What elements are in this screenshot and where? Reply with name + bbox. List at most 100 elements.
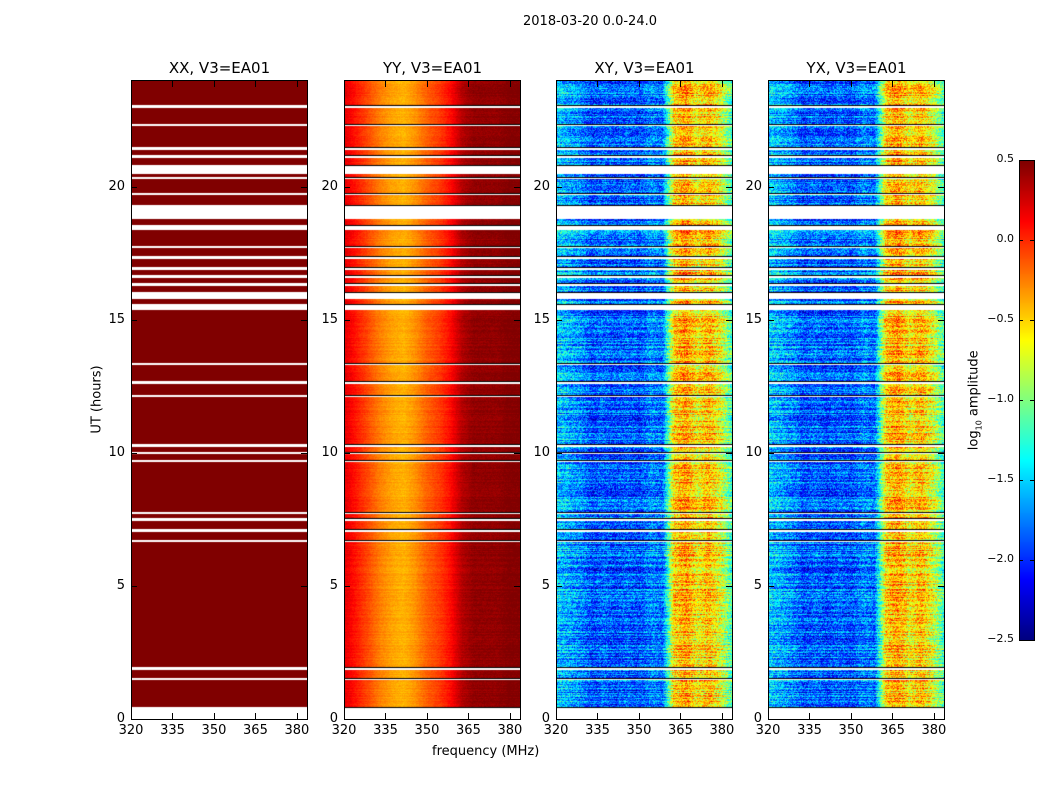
x-tick-mark bbox=[933, 713, 935, 719]
heatmap-panel-1 bbox=[344, 80, 521, 720]
colorbar-tick-label: −1.5 bbox=[987, 472, 1014, 485]
x-tick-mark bbox=[638, 81, 640, 87]
x-tick-label: 380 bbox=[284, 723, 310, 738]
y-tick-label: 5 bbox=[753, 577, 762, 593]
x-tick-mark bbox=[344, 713, 345, 719]
x-tick-mark bbox=[597, 81, 599, 87]
x-tick-label: 335 bbox=[373, 723, 398, 738]
x-tick-mark bbox=[597, 713, 599, 719]
x-tick-label: 365 bbox=[880, 723, 905, 738]
panel-title: XY, V3=EA01 bbox=[594, 59, 695, 77]
y-tick-mark bbox=[514, 319, 520, 321]
y-tick-label: 0 bbox=[116, 711, 125, 726]
y-tick-mark bbox=[768, 319, 774, 321]
y-tick-mark bbox=[938, 585, 944, 587]
heatmap-canvas bbox=[769, 81, 944, 719]
y-tick-mark bbox=[131, 719, 137, 720]
y-tick-mark bbox=[514, 186, 520, 188]
heatmap-panel-3 bbox=[768, 80, 945, 720]
x-tick-label: 335 bbox=[797, 723, 822, 738]
x-tick-mark bbox=[131, 713, 132, 719]
x-tick-mark bbox=[213, 713, 215, 719]
y-tick-mark bbox=[768, 452, 774, 454]
y-tick-label: 5 bbox=[541, 577, 550, 593]
x-tick-label: 320 bbox=[543, 723, 569, 738]
colorbar-label-sub: 10 bbox=[974, 420, 984, 431]
y-tick-label: 15 bbox=[745, 311, 762, 327]
x-tick-mark bbox=[255, 81, 257, 87]
y-tick-mark bbox=[768, 719, 774, 720]
y-tick-label: 10 bbox=[321, 444, 338, 460]
y-tick-label: 10 bbox=[108, 444, 125, 460]
y-tick-mark bbox=[726, 719, 732, 720]
colorbar-tick-label: −2.5 bbox=[987, 632, 1014, 645]
x-tick-mark bbox=[556, 81, 557, 87]
y-tick-mark bbox=[556, 719, 562, 720]
x-tick-mark bbox=[385, 713, 387, 719]
y-tick-mark bbox=[938, 186, 944, 188]
y-tick-label: 15 bbox=[321, 311, 338, 327]
x-tick-mark bbox=[680, 81, 682, 87]
panel-title: XX, V3=EA01 bbox=[168, 59, 271, 77]
colorbar-label-rest: amplitude bbox=[966, 350, 982, 421]
y-tick-mark bbox=[556, 319, 562, 321]
x-tick-mark bbox=[850, 81, 852, 87]
x-tick-mark bbox=[468, 713, 470, 719]
x-tick-label: 335 bbox=[585, 723, 610, 738]
y-tick-label: 0 bbox=[541, 711, 550, 726]
y-tick-mark bbox=[938, 719, 944, 720]
y-tick-mark bbox=[344, 585, 350, 587]
y-tick-mark bbox=[726, 452, 732, 454]
y-tick-mark bbox=[556, 585, 562, 587]
colorbar-tick-mark bbox=[1019, 640, 1023, 641]
colorbar-tick-mark bbox=[1030, 480, 1034, 481]
y-tick-label: 10 bbox=[745, 444, 762, 460]
x-tick-label: 320 bbox=[118, 723, 144, 738]
y-tick-label: 5 bbox=[116, 577, 125, 593]
y-tick-mark bbox=[301, 319, 307, 321]
x-tick-mark bbox=[768, 713, 769, 719]
y-tick-label: 10 bbox=[533, 444, 550, 460]
x-axis-label: frequency (MHz) bbox=[432, 744, 540, 759]
y-tick-mark bbox=[301, 452, 307, 454]
y-tick-mark bbox=[726, 186, 732, 188]
colorbar-tick-mark bbox=[1030, 400, 1034, 401]
x-tick-mark bbox=[426, 81, 428, 87]
y-tick-mark bbox=[938, 319, 944, 321]
colorbar-tick-mark bbox=[1019, 160, 1023, 161]
y-tick-mark bbox=[726, 585, 732, 587]
colorbar-tick-mark bbox=[1019, 560, 1023, 561]
y-tick-mark bbox=[556, 186, 562, 188]
x-tick-mark bbox=[850, 713, 852, 719]
colorbar-tick-mark bbox=[1030, 560, 1034, 561]
y-tick-label: 20 bbox=[321, 178, 338, 194]
panel-title: YY, V3=EA01 bbox=[382, 59, 483, 77]
y-tick-mark bbox=[514, 719, 520, 720]
panel-title: YX, V3=EA01 bbox=[806, 59, 907, 77]
y-tick-mark bbox=[344, 319, 350, 321]
x-tick-label: 365 bbox=[456, 723, 481, 738]
y-tick-mark bbox=[131, 452, 137, 454]
y-tick-label: 5 bbox=[329, 577, 338, 593]
colorbar-tick-label: −1.0 bbox=[987, 392, 1014, 405]
y-tick-mark bbox=[301, 186, 307, 188]
y-tick-mark bbox=[301, 719, 307, 720]
heatmap-panel-2 bbox=[556, 80, 733, 720]
x-tick-label: 380 bbox=[709, 723, 735, 738]
y-tick-label: 15 bbox=[533, 311, 550, 327]
colorbar-tick-label: −2.0 bbox=[987, 552, 1014, 565]
x-tick-mark bbox=[131, 81, 132, 87]
y-tick-mark bbox=[514, 452, 520, 454]
x-tick-label: 380 bbox=[921, 723, 947, 738]
x-tick-mark bbox=[721, 81, 723, 87]
y-tick-mark bbox=[131, 319, 137, 321]
x-tick-label: 335 bbox=[160, 723, 185, 738]
y-tick-mark bbox=[768, 585, 774, 587]
colorbar-tick-label: 0.0 bbox=[996, 232, 1015, 245]
heatmap-canvas bbox=[345, 81, 520, 719]
x-tick-mark bbox=[172, 81, 174, 87]
x-tick-label: 350 bbox=[626, 723, 652, 738]
y-tick-label: 20 bbox=[533, 178, 550, 194]
x-tick-mark bbox=[213, 81, 215, 87]
colorbar-tick-mark bbox=[1019, 320, 1023, 321]
